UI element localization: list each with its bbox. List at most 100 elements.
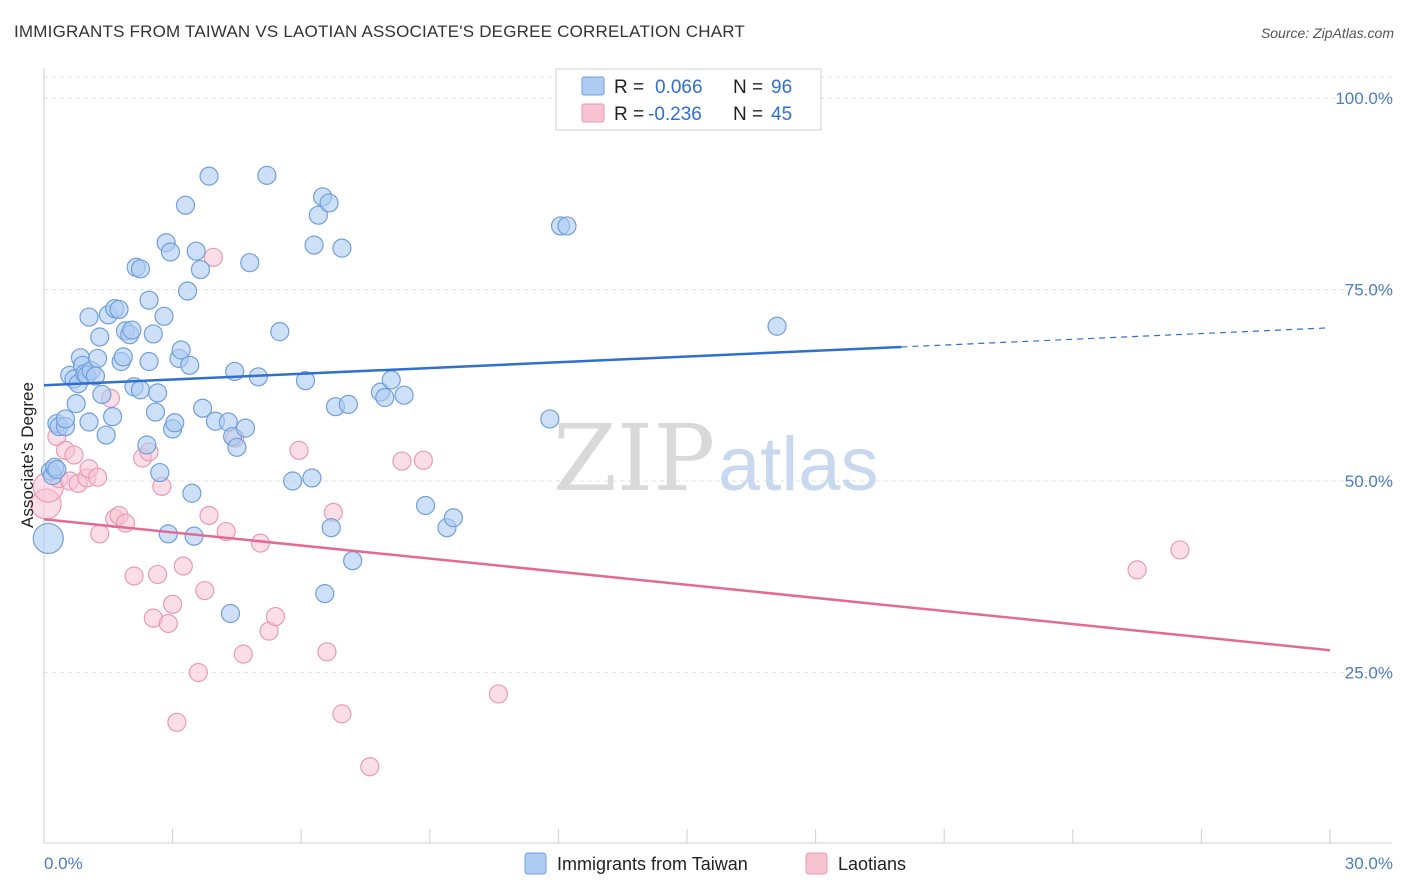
laotian-point: [90, 524, 110, 544]
x-tick-label: 30.0%: [1345, 854, 1393, 873]
taiwan-point: [308, 205, 328, 225]
laotian-point: [195, 580, 215, 601]
legend-n-label: N =: [733, 77, 763, 98]
taiwan-point: [130, 380, 151, 400]
laotian-point: [317, 642, 337, 662]
laotian-point: [488, 684, 508, 704]
taiwan-point: [109, 299, 129, 320]
laotian-point: [87, 467, 108, 487]
taiwan-point: [180, 355, 200, 375]
taiwan-point: [227, 437, 247, 457]
legend-r-value-taiwan: 0.066: [655, 77, 703, 98]
taiwan-point: [270, 322, 290, 342]
taiwan-point: [319, 193, 339, 213]
taiwan-point: [55, 409, 76, 429]
taiwan-point: [199, 166, 219, 186]
bottom-legend-label-laotian: Laotians: [838, 854, 906, 874]
laotian-point: [163, 594, 183, 614]
y-axis-label: Associate's Degree: [18, 382, 37, 528]
taiwan-point: [147, 383, 168, 403]
taiwan-point: [235, 418, 256, 438]
x-tick-label: 0.0%: [44, 854, 83, 873]
source-note: Source: ZipAtlas.com: [1260, 25, 1394, 41]
taiwan-point: [66, 394, 86, 414]
laotian-point: [289, 440, 309, 460]
laotian-point: [188, 662, 208, 683]
laotian-point: [167, 712, 187, 732]
laotian-point: [1127, 560, 1147, 580]
laotian-point: [1170, 540, 1190, 560]
taiwan-point: [79, 307, 99, 327]
y-tick-label: 100.0%: [1335, 89, 1393, 108]
taiwan-point: [96, 425, 116, 445]
legend-box: R = 0.066 N = 96 R = -0.236 N = 45: [555, 68, 822, 131]
taiwan-point: [150, 462, 170, 483]
taiwan-point: [375, 387, 395, 408]
series-laotians: [30, 247, 1190, 777]
taiwan-point: [102, 407, 123, 427]
taiwan-point: [257, 165, 277, 185]
taiwan-point: [283, 471, 303, 491]
watermark-atlas: atlas: [718, 422, 879, 507]
taiwan-point: [160, 242, 181, 262]
taiwan-point: [113, 347, 133, 367]
taiwan-point: [394, 385, 414, 405]
laotian-point: [233, 644, 253, 664]
laotian-point: [413, 450, 433, 470]
taiwan-point: [47, 459, 67, 480]
taiwan-point: [139, 290, 159, 310]
taiwan-point: [302, 468, 322, 488]
taiwan-point: [315, 584, 335, 604]
bottom-legend-swatch-taiwan: [524, 852, 547, 875]
taiwan-point: [171, 340, 191, 360]
taiwan-point: [87, 348, 108, 369]
taiwan-point: [220, 603, 241, 624]
legend-r-label: R =: [614, 77, 644, 98]
legend-n-value-taiwan: 96: [771, 77, 792, 98]
taiwan-point: [540, 409, 560, 429]
trend-line-laotian: [43, 518, 1331, 652]
taiwan-point: [143, 324, 163, 344]
taiwan-point: [32, 522, 64, 555]
bottom-legend-label-taiwan: Immigrants from Taiwan: [557, 854, 748, 874]
laotian-point: [124, 566, 144, 586]
taiwan-point: [145, 402, 166, 422]
bottom-legend-swatch-laotian: [805, 852, 828, 875]
taiwan-point: [343, 551, 363, 571]
y-tick-label: 50.0%: [1345, 472, 1393, 491]
legend-swatch-taiwan: [581, 76, 605, 96]
trend-line-taiwan: [43, 345, 902, 387]
taiwan-point: [193, 398, 213, 418]
legend-n-label: N =: [733, 104, 763, 125]
watermark-zip: ZIP: [553, 405, 715, 512]
legend-r-label: R =: [614, 104, 644, 125]
taiwan-point: [190, 259, 211, 280]
taiwan-point: [304, 235, 324, 255]
taiwan-point: [165, 413, 185, 433]
x-tick-labels: 0.0% 30.0%: [44, 854, 1393, 873]
taiwan-point: [139, 351, 159, 372]
taiwan-point: [443, 508, 463, 528]
bottom-legend: Immigrants from Taiwan Laotians: [524, 852, 906, 875]
taiwan-point: [295, 371, 316, 391]
legend-n-value-laotian: 45: [771, 104, 792, 125]
taiwan-point: [415, 495, 436, 516]
taiwan-point: [178, 281, 198, 301]
taiwan-point: [182, 483, 202, 503]
laotian-point: [332, 704, 352, 724]
series-immigrants-from-taiwan: [32, 165, 787, 624]
laotian-point: [147, 564, 168, 585]
taiwan-point: [186, 241, 206, 261]
chart-title: IMMIGRANTS FROM TAIWAN VS LAOTIAN ASSOCI…: [14, 22, 746, 41]
taiwan-point: [92, 384, 112, 405]
taiwan-point: [338, 394, 358, 414]
laotian-point: [203, 247, 223, 267]
taiwan-point: [381, 370, 401, 390]
laotian-point: [392, 451, 412, 471]
taiwan-point: [137, 435, 157, 455]
watermark: ZIP atlas: [553, 405, 879, 512]
taiwan-point: [122, 320, 142, 340]
taiwan-point: [175, 195, 196, 215]
taiwan-point: [90, 327, 110, 347]
